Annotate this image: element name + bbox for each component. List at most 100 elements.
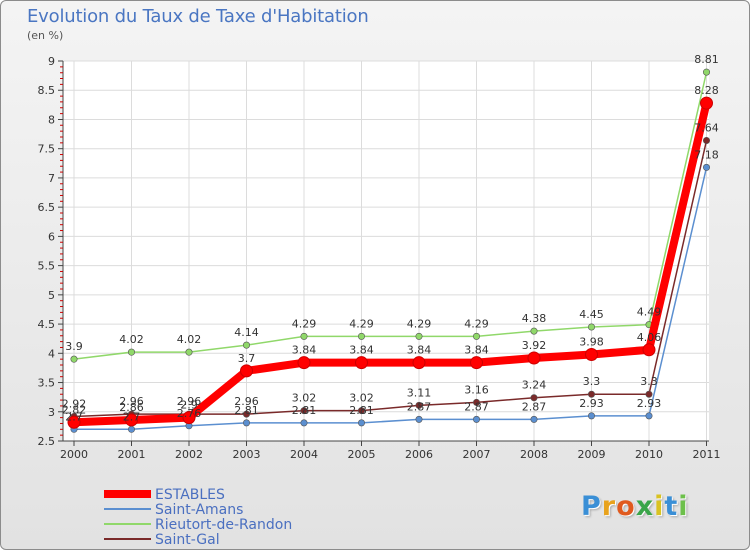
data-label: 3.84	[349, 344, 374, 357]
data-point[interactable]	[702, 137, 710, 145]
data-point[interactable]	[182, 411, 196, 425]
data-label: 2.76	[177, 407, 202, 420]
data-label: 2.96	[234, 395, 259, 408]
data-point[interactable]	[300, 419, 308, 427]
data-point[interactable]	[243, 419, 251, 427]
data-point[interactable]	[297, 356, 311, 370]
legend: ESTABLESSaint-AmansRieutort-de-RandonSai…	[104, 487, 292, 548]
data-point[interactable]	[472, 398, 480, 406]
data-point[interactable]	[702, 163, 710, 171]
brand-letter: P	[581, 491, 602, 522]
data-point[interactable]	[355, 356, 368, 370]
data-point[interactable]	[702, 68, 710, 76]
data-point[interactable]	[642, 343, 656, 357]
data-point[interactable]	[527, 351, 541, 365]
legend-item[interactable]: Rieutort-de-Randon	[104, 517, 292, 533]
data-point[interactable]	[585, 347, 598, 361]
data-point[interactable]	[243, 341, 251, 349]
data-point[interactable]	[700, 96, 713, 110]
y-tick-label: 4.5	[38, 318, 56, 331]
data-point[interactable]	[240, 364, 253, 378]
data-point[interactable]	[470, 356, 483, 370]
data-point[interactable]	[128, 348, 136, 356]
series-line	[70, 99, 711, 427]
x-tick-label: 2003	[233, 448, 261, 461]
data-point[interactable]	[243, 410, 251, 418]
x-tick-label: 2004	[290, 448, 318, 461]
data-point[interactable]	[472, 332, 480, 340]
legend-label: Saint-Gal	[155, 532, 220, 548]
data-point[interactable]	[357, 407, 365, 415]
brand-letter: x	[635, 491, 655, 522]
data-label: 2.7	[123, 410, 141, 423]
y-tick-label: 7.5	[38, 143, 56, 156]
x-tick-label: 2011	[693, 448, 721, 461]
data-point[interactable]	[185, 348, 193, 356]
data-label: 7.64	[694, 122, 719, 135]
y-tick-label: 8.5	[38, 84, 56, 97]
data-labels: 2.82 2.86 2.9 3.7 3.84 3.84 3.84 3.84 3.92 3.98 4.…	[62, 53, 719, 423]
data-label: 3.92	[522, 339, 547, 352]
data-point[interactable]	[415, 332, 423, 340]
data-point[interactable]	[530, 394, 538, 402]
legend-item[interactable]: Saint-Amans	[104, 502, 243, 518]
data-label: 7.18	[694, 148, 719, 161]
series-line	[73, 166, 708, 431]
data-label: 3.02	[292, 392, 317, 405]
data-label: 4.06	[637, 331, 662, 344]
y-tick-label: 8	[48, 113, 55, 126]
x-tick-label: 2005	[348, 448, 376, 461]
data-point[interactable]	[587, 412, 595, 420]
brand-letter: o	[616, 491, 636, 522]
data-point[interactable]	[415, 401, 423, 409]
data-point[interactable]	[472, 415, 480, 423]
y-tick-label: 3	[48, 406, 55, 419]
x-tick-label: 2008	[520, 448, 548, 461]
data-point[interactable]	[587, 323, 595, 331]
data-label: 4.29	[407, 317, 432, 330]
legend-item[interactable]: ESTABLES	[104, 487, 225, 503]
data-label: 8.81	[694, 53, 719, 66]
data-label: 3.3	[583, 375, 601, 388]
brand-letter: t	[664, 491, 679, 522]
data-label: 2.87	[407, 400, 432, 413]
data-label: 3.84	[464, 344, 489, 357]
data-point[interactable]	[300, 407, 308, 415]
data-point[interactable]	[357, 419, 365, 427]
data-point[interactable]	[357, 332, 365, 340]
data-point[interactable]	[67, 415, 81, 429]
data-label: 2.96	[177, 395, 202, 408]
x-tick-label: 2000	[60, 448, 88, 461]
data-point[interactable]	[530, 327, 538, 335]
data-label: 4.45	[579, 308, 604, 321]
data-label: 4.02	[177, 333, 202, 346]
series-line	[73, 71, 708, 360]
data-point[interactable]	[415, 415, 423, 423]
data-label: 2.86	[119, 401, 144, 414]
y-tick-label: 6.5	[38, 201, 56, 214]
data-point[interactable]	[530, 415, 538, 423]
data-label: 4.38	[522, 312, 547, 325]
data-label: 3.16	[464, 383, 489, 396]
data-point[interactable]	[412, 356, 426, 370]
data-point[interactable]	[128, 425, 136, 433]
brand-letter: i	[654, 491, 665, 522]
data-point[interactable]	[125, 413, 138, 427]
chart-title: Evolution du Taux de Taxe d'Habitation	[27, 6, 369, 27]
data-label: 3.11	[407, 386, 432, 399]
brand-logo: Proxiti	[581, 491, 689, 522]
plot-area	[63, 61, 709, 441]
data-point[interactable]	[300, 332, 308, 340]
data-point[interactable]	[645, 390, 653, 398]
data-point[interactable]	[645, 412, 653, 420]
data-point[interactable]	[587, 390, 595, 398]
data-label: 3.84	[407, 344, 432, 357]
brand-letter: r	[601, 491, 617, 522]
data-label: 4.29	[292, 317, 317, 330]
data-label: 2.93	[579, 397, 604, 410]
legend-item[interactable]: Saint-Gal	[104, 532, 220, 548]
data-point[interactable]	[70, 355, 78, 363]
y-tick-label: 3.5	[38, 377, 56, 390]
series-rieutort-de-randon	[70, 68, 710, 363]
